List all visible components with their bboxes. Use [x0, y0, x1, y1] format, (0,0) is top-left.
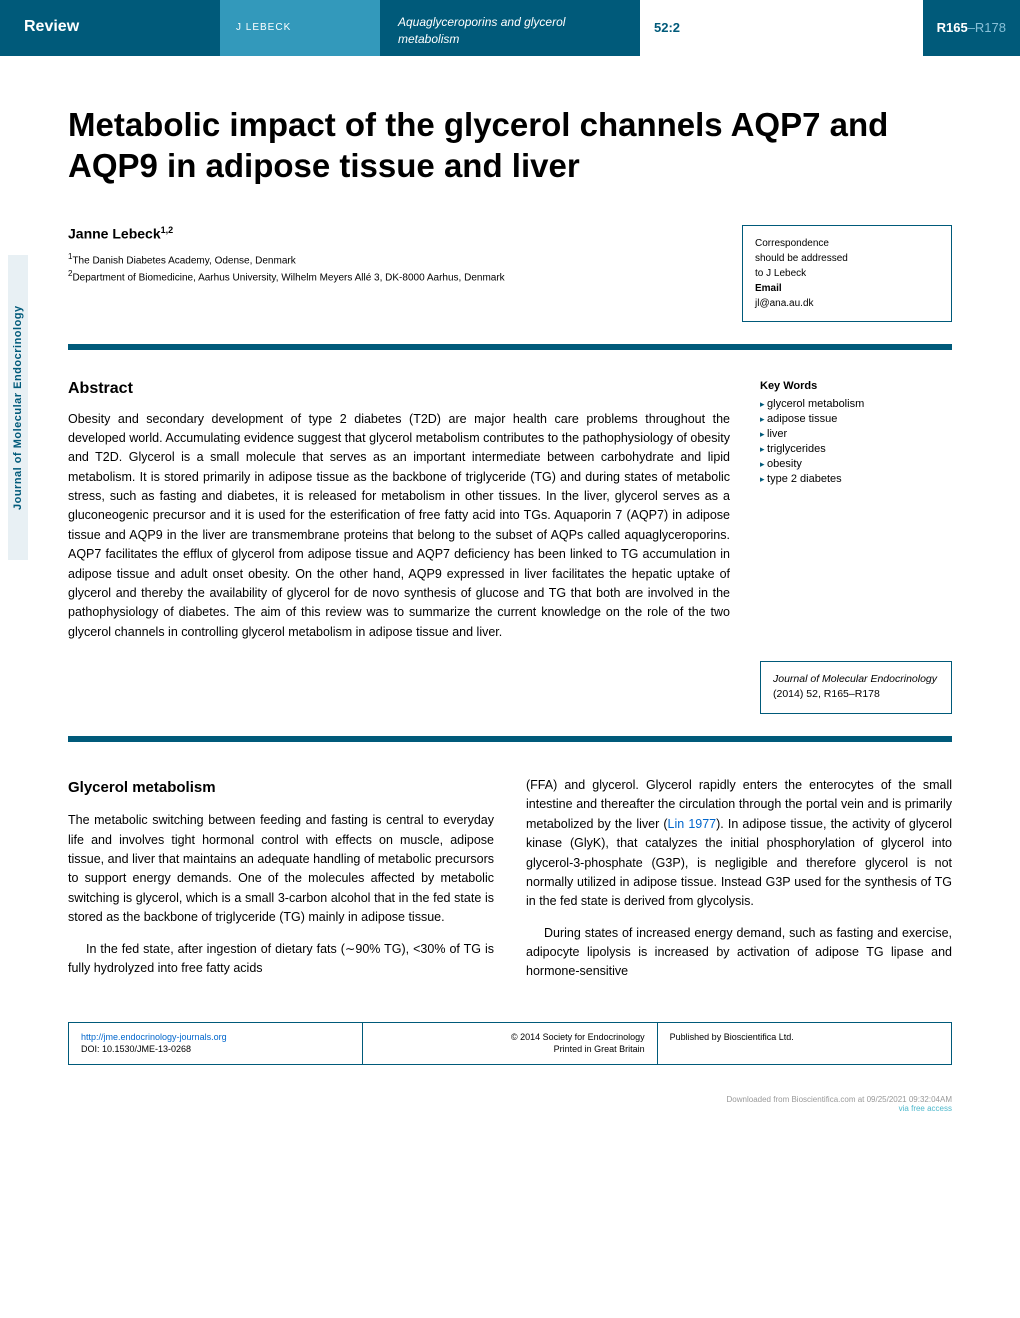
affiliation-1: 1The Danish Diabetes Academy, Odense, De…: [68, 251, 505, 268]
divider-bar: [68, 344, 952, 350]
abstract-text: Obesity and secondary development of typ…: [68, 410, 730, 643]
keyword-item: type 2 diabetes: [760, 473, 952, 485]
sidebar-column: Key Words glycerol metabolism adipose ti…: [760, 380, 952, 715]
corr-line3: to J Lebeck: [755, 266, 939, 281]
keywords-heading: Key Words: [760, 380, 952, 392]
footer-bar: http://jme.endocrinology-journals.org DO…: [68, 1022, 952, 1065]
citation-details: (2014) 52, R165–R178: [773, 687, 939, 703]
author-affil-block: Janne Lebeck1,2 1The Danish Diabetes Aca…: [68, 225, 505, 322]
download-line1: Downloaded from Bioscientifica.com at 09…: [0, 1095, 952, 1104]
keyword-item: triglycerides: [760, 443, 952, 455]
footer-doi: DOI: 10.1530/JME-13-0268: [81, 1044, 191, 1054]
affiliation-2: 2Department of Biomedicine, Aarhus Unive…: [68, 268, 505, 285]
divider-bar-2: [68, 736, 952, 742]
corr-line2: should be addressed: [755, 251, 939, 266]
author-section: Janne Lebeck1,2 1The Danish Diabetes Aca…: [68, 225, 952, 322]
header-running-title: Aquaglyceroporins and glycerol metabolis…: [380, 0, 640, 56]
header-bar: Review J LEBECK Aquaglyceroporins and gl…: [0, 0, 1020, 56]
citation-year-vol: (2014) 52,: [773, 688, 821, 700]
abstract-heading: Abstract: [68, 380, 730, 398]
body-column-left: Glycerol metabolism The metabolic switch…: [68, 776, 494, 994]
footer-copyright: © 2014 Society for Endocrinology: [511, 1032, 645, 1042]
article-title: Metabolic impact of the glycerol channel…: [68, 104, 952, 187]
header-author-short: J LEBECK: [220, 0, 380, 56]
footer-cell-copyright: © 2014 Society for Endocrinology Printed…: [363, 1023, 657, 1064]
page-light: –R178: [968, 20, 1006, 35]
page-bold: R165: [937, 20, 968, 35]
abstract-column: Abstract Obesity and secondary developme…: [68, 380, 730, 715]
keyword-item: glycerol metabolism: [760, 398, 952, 410]
body-section: Glycerol metabolism The metabolic switch…: [68, 776, 952, 994]
header-page-range: R165–R178: [923, 0, 1020, 56]
body-para-2: In the fed state, after ingestion of die…: [68, 940, 494, 979]
keywords-box: Key Words glycerol metabolism adipose ti…: [760, 380, 952, 485]
footer-published: Published by Bioscientifica Ltd.: [670, 1032, 794, 1042]
keyword-item: obesity: [760, 458, 952, 470]
download-line2: via free access: [0, 1104, 952, 1113]
author-name-text: Janne Lebeck: [68, 225, 161, 241]
review-label: Review: [0, 0, 220, 56]
affiliations: 1The Danish Diabetes Academy, Odense, De…: [68, 251, 505, 286]
affil-text-2: Department of Biomedicine, Aarhus Univer…: [72, 273, 504, 284]
citation-pages: R165–R178: [824, 688, 880, 700]
corr-email: jl@ana.au.dk: [755, 296, 939, 311]
body-para-3: (FFA) and glycerol. Glycerol rapidly ent…: [526, 776, 952, 912]
keyword-item: liver: [760, 428, 952, 440]
affil-text-1: The Danish Diabetes Academy, Odense, Den…: [72, 255, 295, 266]
keyword-item: adipose tissue: [760, 413, 952, 425]
journal-vertical-label: Journal of Molecular Endocrinology: [8, 255, 28, 560]
footer-printed: Printed in Great Britain: [554, 1044, 645, 1054]
section-heading: Glycerol metabolism: [68, 776, 494, 799]
footer-cell-url: http://jme.endocrinology-journals.org DO…: [69, 1023, 363, 1064]
body-column-right: (FFA) and glycerol. Glycerol rapidly ent…: [526, 776, 952, 994]
citation-box: Journal of Molecular Endocrinology (2014…: [760, 661, 952, 715]
corr-line1: Correspondence: [755, 236, 939, 251]
citation-journal: Journal of Molecular Endocrinology: [773, 672, 939, 688]
header-volume: 52:2: [640, 0, 694, 56]
main-content: Metabolic impact of the glycerol channel…: [0, 56, 1020, 994]
download-note: Downloaded from Bioscientifica.com at 09…: [0, 1065, 1020, 1127]
author-name: Janne Lebeck1,2: [68, 225, 505, 242]
body-para-4: During states of increased energy demand…: [526, 924, 952, 982]
footer-cell-published: Published by Bioscientifica Ltd.: [658, 1023, 951, 1064]
footer-url-link[interactable]: http://jme.endocrinology-journals.org: [81, 1032, 227, 1042]
corr-email-label: Email: [755, 281, 939, 296]
abstract-section: Abstract Obesity and secondary developme…: [68, 380, 952, 715]
reference-link[interactable]: Lin 1977: [668, 817, 717, 831]
author-sup: 1,2: [161, 225, 174, 235]
correspondence-box: Correspondence should be addressed to J …: [742, 225, 952, 322]
body-para-1: The metabolic switching between feeding …: [68, 811, 494, 927]
